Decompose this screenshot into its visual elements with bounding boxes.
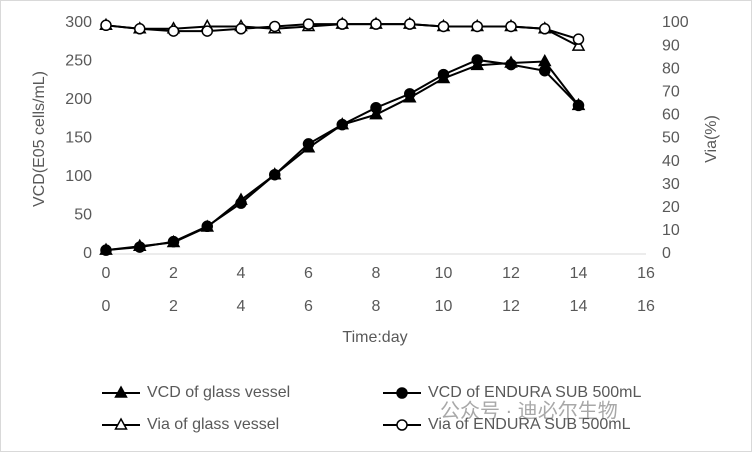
legend-marker [396,387,408,399]
legend-label: Via of ENDURA SUB 500mL [428,416,631,433]
y-tick-label: 150 [65,130,92,147]
y2-tick-label: 40 [662,153,680,170]
y-tick-label: 300 [65,14,92,31]
marker [336,118,348,131]
x2-tick-label: 14 [570,298,588,315]
x2-tick-label: 4 [237,298,246,315]
x2-tick-label: 12 [502,298,520,315]
legend-label: VCD of glass vessel [147,384,290,401]
watermark: 公众号 · 迪必尔生物 [440,399,618,422]
y2-tick-label: 70 [662,84,680,101]
marker [201,25,213,37]
x2-tick-label: 2 [169,298,178,315]
legend-label: VCD of ENDURA SUB 500mL [428,384,642,401]
marker [134,241,146,253]
marker [201,220,213,233]
marker [539,23,551,35]
x2-tick-label: 0 [102,298,111,315]
x-tick-label: 2 [169,265,178,282]
x2-tick-label: 16 [637,298,655,315]
x-tick-label: 8 [372,265,381,282]
marker [100,244,112,256]
marker [404,18,416,30]
x-tick-label: 0 [102,265,111,282]
y-tick-label: 200 [65,91,92,108]
legend-marker [396,419,408,431]
marker [269,168,281,181]
x-tick-label: 4 [237,265,246,282]
x2-tick-label: 6 [304,298,313,315]
y2-tick-label: 60 [662,107,680,124]
legend-label: Via of glass vessel [147,416,279,433]
marker [269,20,281,33]
marker [369,107,383,120]
x2-tick-label: 10 [435,298,453,315]
y2-axis-label: Via(%) [703,115,720,163]
x-axis-label: Time:day [342,329,407,346]
legend-marker [114,385,128,398]
marker [505,58,517,71]
x-tick-label: 14 [570,265,588,282]
marker [302,18,315,30]
marker [370,18,382,30]
marker [505,20,517,33]
y2-tick-label: 100 [662,14,689,31]
y2-tick-label: 0 [662,245,671,262]
marker [437,20,450,33]
y2-tick-label: 80 [662,60,680,77]
marker [302,138,315,150]
x-tick-label: 6 [304,265,313,282]
y2-tick-label: 90 [662,37,680,54]
x2-tick-label: 8 [372,298,381,315]
x-tick-label: 12 [502,265,520,282]
marker [370,101,382,114]
y-tick-label: 0 [83,245,92,262]
y-tick-label: 50 [74,207,92,224]
marker [571,38,586,51]
y-tick-label: 250 [65,53,92,70]
x-tick-label: 10 [435,265,453,282]
marker [235,197,247,209]
marker [471,54,483,66]
legend-marker [114,417,128,430]
marker [167,235,180,248]
y-axis-label: VCD(E05 cells/mL) [31,71,48,207]
marker [100,19,112,32]
marker [404,88,416,100]
marker [235,23,247,35]
marker [336,18,348,30]
marker [539,64,551,77]
marker [572,99,585,112]
marker [134,23,146,35]
y2-tick-label: 50 [662,130,680,147]
y2-tick-label: 30 [662,176,680,193]
x-tick-label: 16 [637,265,655,282]
marker [572,33,585,45]
y2-tick-label: 20 [662,199,680,216]
marker [471,20,483,33]
marker [437,68,450,81]
y-tick-label: 100 [65,168,92,185]
y2-tick-label: 10 [662,222,680,239]
marker [167,25,180,37]
